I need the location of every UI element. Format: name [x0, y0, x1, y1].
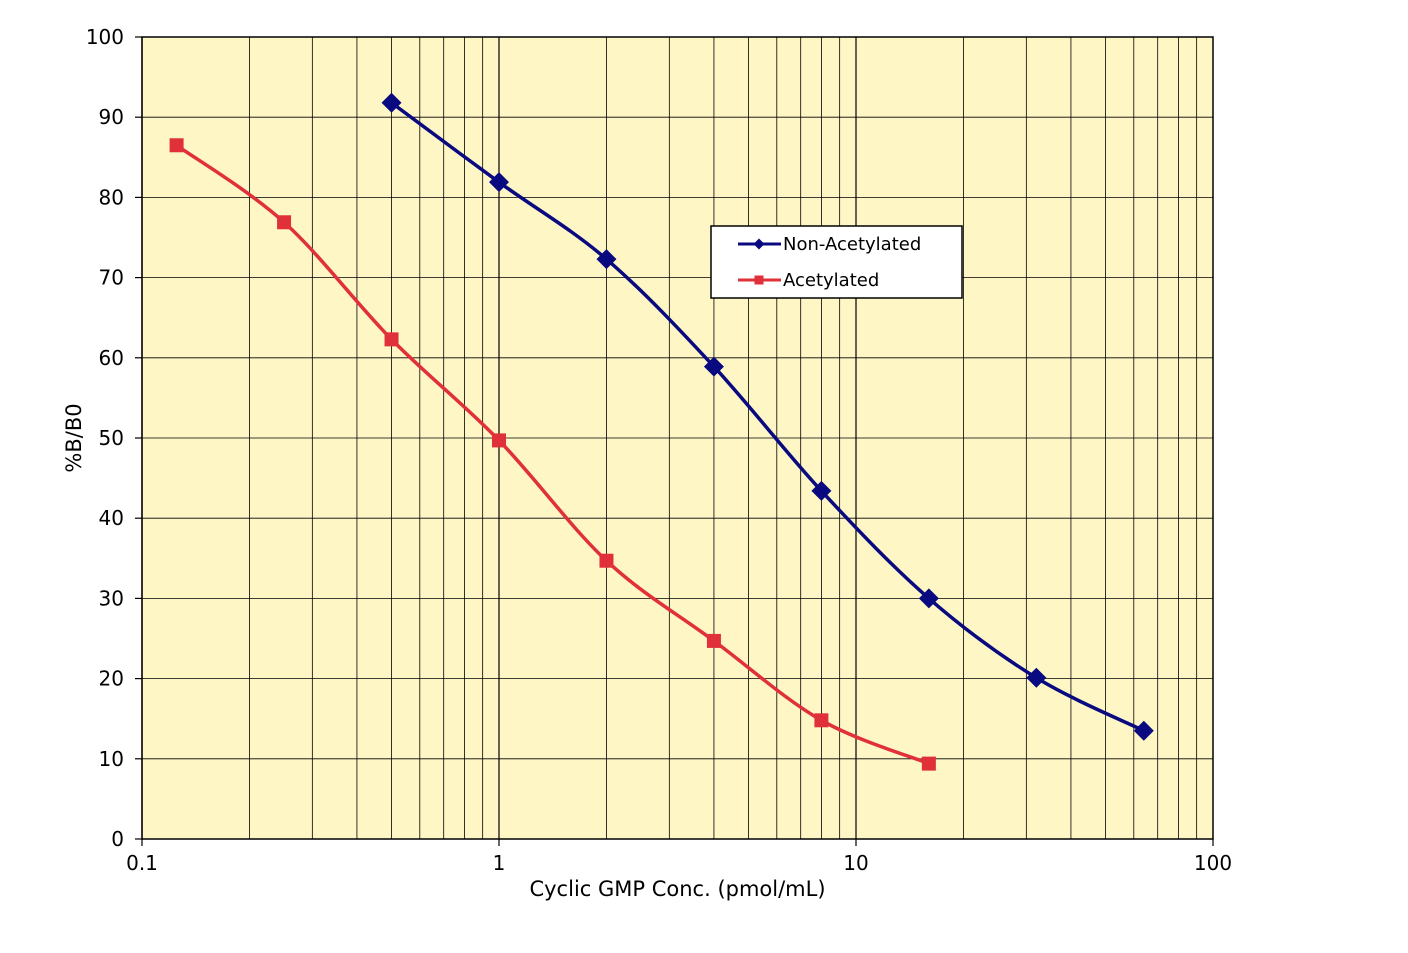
- series-acetylated: [169, 138, 936, 771]
- data-point-non-acetylated: [1026, 667, 1047, 688]
- x-tick-label: 1: [493, 851, 506, 875]
- y-axis-title: %B/B0: [62, 403, 86, 472]
- y-tick-label: 60: [99, 346, 124, 370]
- y-tick-label: 50: [99, 426, 124, 450]
- y-tick-label: 80: [99, 185, 124, 209]
- data-point-non-acetylated: [703, 356, 724, 377]
- legend-swatch-marker: [753, 238, 765, 250]
- y-tick-label: 10: [99, 747, 124, 771]
- data-point-non-acetylated: [489, 172, 509, 193]
- series-layer: [169, 92, 1154, 771]
- x-tick-label: 0.1: [126, 851, 158, 875]
- data-point-acetylated: [706, 633, 721, 648]
- y-tick-label: 70: [99, 266, 124, 290]
- data-point-acetylated: [169, 138, 184, 153]
- data-point-acetylated: [277, 215, 292, 230]
- y-tick-label: 20: [99, 667, 124, 691]
- legend-label: Acetylated: [783, 270, 879, 291]
- data-point-non-acetylated: [381, 92, 402, 113]
- x-axis-ticks: 0.1 1 10 100: [126, 839, 1232, 875]
- legend-item-acetylated: Acetylated: [738, 270, 879, 291]
- x-axis-title: Cyclic GMP Conc. (pmol/mL): [529, 877, 825, 901]
- data-point-non-acetylated: [811, 480, 832, 501]
- data-point-non-acetylated: [596, 249, 617, 270]
- y-tick-label: 40: [99, 506, 124, 530]
- x-tick-label: 10: [843, 851, 868, 875]
- legend-label: Non-Acetylated: [783, 234, 921, 255]
- data-point-acetylated: [814, 713, 829, 728]
- legend-swatch-marker: [754, 275, 764, 285]
- y-tick-label: 90: [99, 105, 124, 129]
- data-point-acetylated: [492, 433, 506, 448]
- data-point-acetylated: [384, 332, 399, 347]
- y-tick-label: 100: [86, 25, 124, 49]
- y-tick-label: 30: [99, 586, 124, 610]
- legend: Non-Acetylated Acetylated: [710, 225, 963, 299]
- legend-box: [710, 225, 963, 299]
- data-point-acetylated: [599, 553, 614, 568]
- data-point-acetylated: [921, 756, 936, 771]
- x-tick-label: 100: [1194, 851, 1232, 875]
- data-point-non-acetylated: [1133, 720, 1154, 741]
- series-line-non-acetylated: [389, 101, 1146, 733]
- y-axis-ticks: 0 10 20 30 40 50 60 70 80 90 100: [86, 25, 142, 851]
- data-point-non-acetylated: [918, 588, 939, 609]
- y-tick-label: 0: [111, 827, 124, 851]
- legend-item-non-acetylated: Non-Acetylated: [738, 234, 921, 255]
- series-line-acetylated: [174, 143, 931, 766]
- series-non-acetylated: [381, 92, 1154, 741]
